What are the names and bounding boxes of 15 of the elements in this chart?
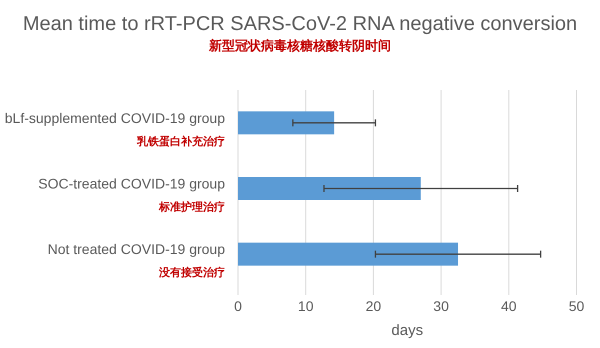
bar xyxy=(238,177,421,200)
y-tick-label: SOC-treated COVID-19 group 标准护理治疗 xyxy=(38,176,226,214)
x-tick-label: 30 xyxy=(433,298,450,314)
y-tick-label: bLf-supplemented COVID-19 group 乳铁蛋白补充治疗 xyxy=(4,110,226,148)
bar xyxy=(238,111,334,134)
x-tick-label: 20 xyxy=(366,298,382,314)
bar xyxy=(238,242,458,266)
x-tick-label: 0 xyxy=(234,298,242,314)
x-tick-label: 10 xyxy=(298,298,314,314)
y-tick-label: Not treated COVID-19 group 没有接受治疗 xyxy=(48,241,226,280)
x-tick-label: 40 xyxy=(501,298,517,314)
chart-subtitle: 新型冠状病毒核糖核酸转阴时间 xyxy=(208,38,391,53)
x-tick-label: 50 xyxy=(568,298,584,314)
x-axis-title: days xyxy=(391,322,424,339)
chart-title: Mean time to rRT-PCR SARS-CoV-2 RNA negative conversion xyxy=(22,13,578,35)
